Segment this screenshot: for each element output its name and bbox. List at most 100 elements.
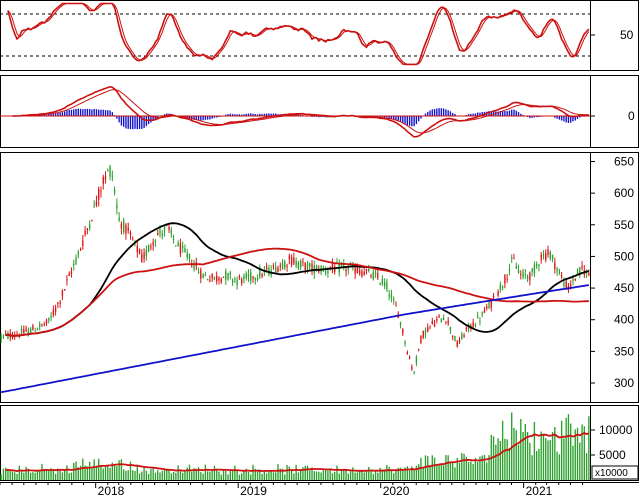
candle-body [388, 294, 390, 297]
volume-bar [100, 465, 102, 480]
volume-bar [329, 469, 331, 480]
candle-body [213, 276, 216, 280]
volume-bar [125, 470, 127, 480]
candle-body [413, 371, 415, 373]
candle-body [141, 253, 143, 262]
volume-bar [138, 473, 141, 480]
volume-bar [111, 462, 114, 480]
macd-histogram-bar [104, 110, 107, 116]
volume-bar [368, 466, 370, 480]
candle-body [66, 279, 68, 281]
macd-histogram-bar [102, 109, 104, 116]
macd-histogram-bar [538, 116, 540, 118]
volume-bar [556, 451, 558, 480]
candle-body [331, 263, 334, 269]
macd-histogram-bar [206, 116, 209, 120]
macd-histogram-bar [227, 114, 229, 116]
macd-histogram-bar [454, 114, 456, 116]
volume-bar [136, 465, 138, 480]
volume-bar [531, 455, 533, 480]
macd-histogram-bar [515, 110, 517, 116]
volume-bar [388, 466, 390, 480]
candle-body [340, 263, 343, 267]
candle-body [277, 267, 279, 272]
candle-body [129, 232, 132, 235]
candle-body [383, 282, 386, 287]
volume-bar [476, 462, 479, 480]
candle-body [70, 270, 73, 274]
candle-body [102, 176, 104, 184]
volume-bar [440, 463, 443, 480]
candle-body [463, 334, 465, 338]
macd-histogram-bar [268, 113, 270, 116]
candle-body [125, 224, 127, 234]
candle-body [170, 230, 173, 234]
volume-bar [7, 469, 9, 480]
candle-body [166, 224, 168, 226]
volume-bar [252, 464, 254, 480]
macd-histogram-bar [118, 116, 120, 123]
volume-bar [229, 470, 232, 480]
candle-body [540, 254, 542, 260]
candle-body [225, 271, 227, 280]
candle-body [309, 263, 311, 267]
candle-body [157, 233, 159, 235]
volume-bar [91, 468, 93, 480]
candle-body [100, 190, 102, 192]
ma-mid-line [5, 247, 589, 337]
volume-bar [563, 438, 565, 480]
volume-bar [277, 464, 279, 480]
candle-body [447, 320, 449, 324]
volume-bar [95, 465, 98, 480]
candle-body [77, 251, 79, 255]
volume-bar [461, 453, 463, 480]
candle-body [524, 274, 527, 276]
volume-bar [395, 470, 397, 480]
macd-histogram-bar [393, 116, 395, 120]
candle-body [306, 264, 309, 272]
volume-bar [549, 440, 551, 480]
volume-bar [134, 471, 136, 480]
candle-body [275, 266, 277, 273]
candle-body [50, 315, 52, 319]
volume-bar [374, 471, 377, 480]
volume-bar [154, 472, 157, 480]
candle-body [551, 254, 554, 259]
candle-body [172, 238, 175, 240]
volume-bar [84, 465, 86, 480]
volume-bar [20, 470, 23, 480]
candle-body [420, 335, 422, 344]
volume-bar [191, 471, 193, 480]
volume-bar [195, 468, 197, 480]
volume-bar [259, 469, 261, 480]
volume-bar [2, 468, 5, 480]
macd-histogram-bar [504, 111, 506, 116]
macd-histogram-bar [54, 113, 57, 116]
volume-bar [508, 448, 511, 480]
candle-body [556, 268, 558, 272]
volume-bar [585, 453, 588, 480]
volume-bar [581, 424, 583, 480]
macd-histogram-bar [424, 113, 427, 116]
price-y-tick-label: 500 [614, 249, 634, 263]
volume-bar [75, 461, 77, 480]
candle-body [39, 323, 41, 327]
volume-bar [547, 440, 549, 480]
candle-body [293, 257, 295, 264]
volume-bar [517, 445, 520, 480]
macd-histogram-bar [73, 109, 75, 116]
volume-bar [23, 472, 25, 480]
macd-histogram-bar [449, 111, 452, 116]
volume-bar [120, 459, 123, 480]
volume-bar [454, 467, 456, 480]
macd-histogram-bar [209, 116, 211, 120]
volume-bar [511, 412, 513, 480]
macd-histogram-bar [125, 116, 127, 129]
volume-bar [184, 470, 186, 480]
rsi-signal-line [7, 3, 590, 65]
volume-bar [340, 469, 343, 480]
candle-body [431, 321, 433, 325]
volume-bar [545, 438, 547, 480]
volume-bar [256, 470, 259, 480]
price-y-tick-label: 600 [614, 186, 634, 200]
